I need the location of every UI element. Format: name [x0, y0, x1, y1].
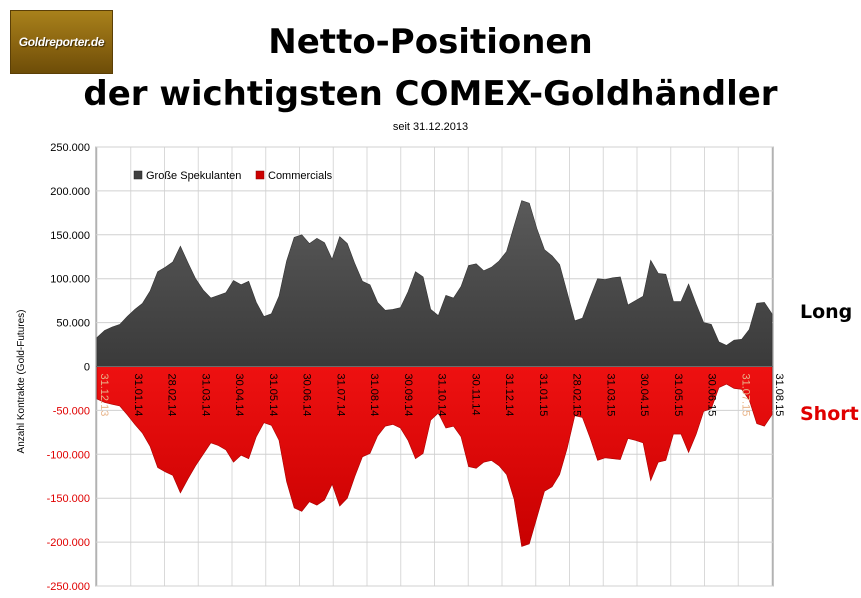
y-tick-label: 0	[84, 362, 90, 374]
legend-swatch-gross-spekulanten	[133, 170, 143, 180]
y-tick-label: -50.000	[53, 405, 90, 417]
logo-text: Goldreporter.de	[18, 35, 105, 49]
legend-label-commercials: Commercials	[268, 170, 333, 182]
short-label: Short	[800, 403, 859, 425]
x-tick-label: 30.04.15	[638, 374, 650, 417]
x-tick-label: 31.07.14	[334, 374, 346, 417]
y-tick-label: 250.000	[50, 142, 90, 154]
x-tick-label: 31.05.14	[267, 374, 279, 417]
y-tick-label: -200.000	[47, 537, 90, 549]
y-tick-label: 150.000	[50, 230, 90, 242]
x-tick-label: 30.06.15	[706, 374, 718, 417]
x-tick-label: 31.01.14	[132, 374, 144, 417]
y-tick-label: 50.000	[56, 318, 90, 330]
chart-title-line1: Netto-Positionen	[268, 22, 593, 62]
x-tick-label: 31.08.15	[773, 374, 785, 417]
y-tick-label: -100.000	[47, 449, 90, 461]
x-tick-label: 30.06.14	[301, 374, 313, 417]
chart-subtitle: seit 31.12.2013	[392, 121, 469, 133]
x-tick-label: 30.09.14	[402, 374, 414, 417]
x-tick-label: 31.05.15	[672, 374, 684, 417]
long-label: Long	[800, 301, 853, 323]
x-tick-label: 30.04.14	[233, 374, 245, 417]
x-tick-label: 31.07.15	[739, 374, 751, 417]
x-tick-label: 28.02.14	[166, 374, 178, 417]
y-tick-label: -250.000	[47, 581, 90, 593]
x-tick-label: 31.03.14	[199, 374, 211, 417]
y-axis-label: Anzahl Kontrakte (Gold-Futures)	[16, 310, 27, 454]
series-area-gross-spekulanten	[96, 200, 773, 367]
y-tick-label: 100.000	[50, 274, 90, 286]
x-tick-label: 30.11.14	[469, 374, 481, 416]
x-tick-label: 31.08.14	[368, 374, 380, 417]
x-tick-label: 28.02.15	[571, 374, 583, 417]
x-tick-label: 31.01.15	[537, 374, 549, 417]
x-tick-label: 31.10.14	[436, 374, 448, 417]
x-tick-label: 31.12.14	[503, 374, 515, 417]
x-tick-label: 31.03.15	[604, 374, 616, 417]
y-tick-label: -150.000	[47, 493, 90, 505]
legend-swatch-commercials	[255, 170, 265, 180]
y-tick-label: 200.000	[50, 186, 90, 198]
goldreporter-logo: Goldreporter.de	[10, 10, 113, 74]
legend-label-gross-spekulanten: Große Spekulanten	[146, 170, 241, 182]
series-area-commercials	[96, 366, 773, 547]
chart-title-line2: der wichtigsten COMEX-Goldhändler	[83, 74, 778, 114]
x-tick-label: 31.12.13	[98, 374, 110, 417]
